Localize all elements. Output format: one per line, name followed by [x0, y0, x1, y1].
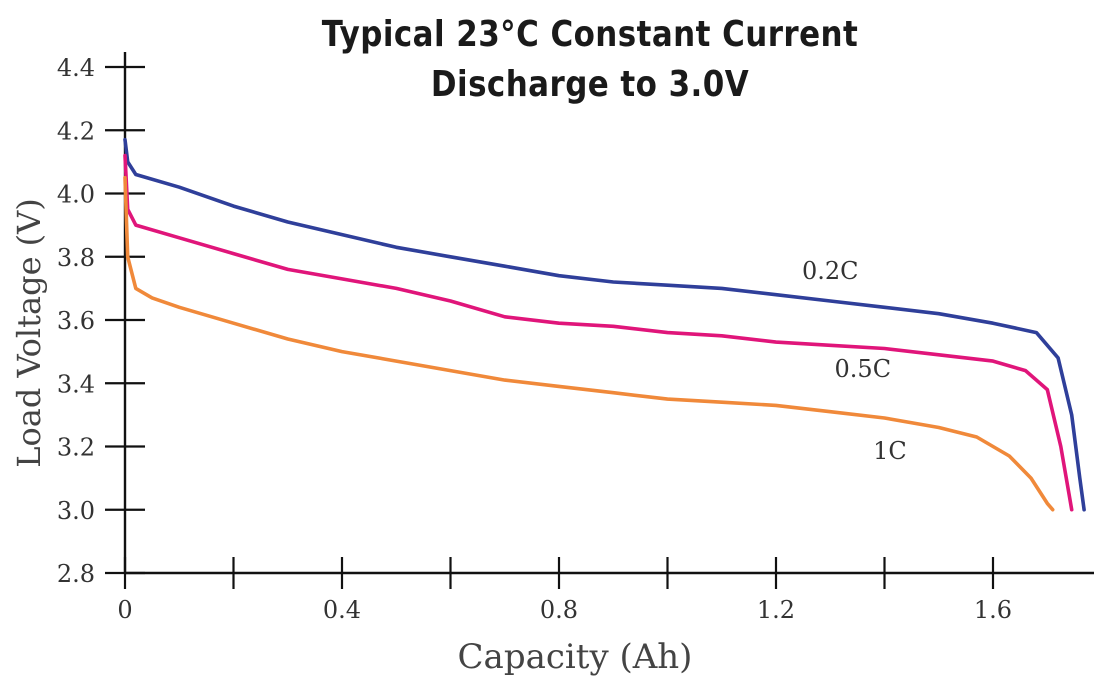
y-tick-label: 3.2: [57, 434, 95, 462]
series-line-1c: [123, 175, 1055, 512]
x-tick-label: 0.4: [323, 596, 361, 624]
y-tick-label: 3.6: [57, 307, 95, 335]
chart-title-line-1: Typical 23°C Constant Current: [321, 14, 859, 55]
axes: 2.8 3.0 3.2 3.4 3.6 3.8 4.0 4.2 4.4 0 0.4 0.8 1.2 1.6: [57, 52, 1094, 624]
y-tick-label: 3.8: [57, 244, 95, 272]
series-line-0-5c: [123, 153, 1074, 512]
x-tick-label: 0: [117, 596, 132, 624]
series-label: 1C: [873, 437, 907, 465]
label-layer: 0.2C 0.5C 1C: [802, 257, 907, 465]
y-tick-label: 4.4: [57, 54, 95, 82]
series-layer: [123, 137, 1086, 512]
chart-title-line-2: Discharge to 3.0V: [430, 64, 750, 105]
series-line-0-2c: [123, 137, 1086, 512]
x-tick-label: 1.2: [757, 596, 795, 624]
x-tick-label: 0.8: [540, 596, 578, 624]
y-tick-label: 2.8: [57, 560, 95, 588]
x-axis-label: Capacity (Ah): [458, 637, 693, 677]
series-label: 0.5C: [835, 355, 892, 383]
y-tick-label: 4.2: [57, 117, 95, 145]
y-axis-label: Load Voltage (V): [10, 198, 48, 468]
y-tick-label: 3.4: [57, 370, 95, 398]
y-tick-label: 4.0: [57, 181, 95, 209]
y-tick-label: 3.0: [57, 497, 95, 525]
x-tick-label: 1.6: [974, 596, 1012, 624]
series-label: 0.2C: [802, 257, 859, 285]
